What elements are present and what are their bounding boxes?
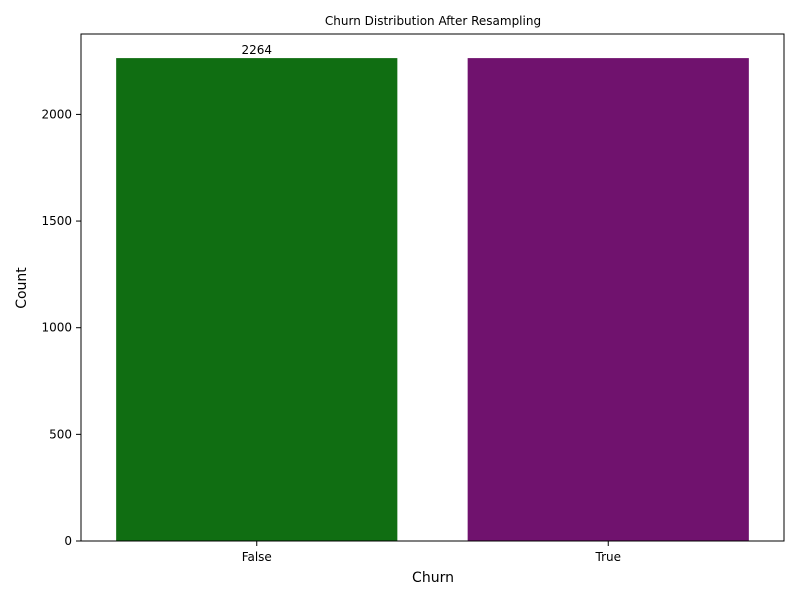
y-axis-title: Count [14,267,30,309]
bar-false [116,58,398,541]
bar-true [467,58,749,541]
x-tick-label: False [242,550,272,564]
y-tick-label: 0 [64,534,72,548]
y-tick-label: 1000 [41,321,72,335]
y-tick-label: 1500 [41,214,72,228]
data-label-false: 2264 [241,43,272,57]
plot-area: 2264 [116,43,749,541]
y-tick-label: 500 [49,427,72,441]
y-tick-label: 2000 [41,107,72,121]
x-tick-label: True [595,550,622,564]
x-axis: False True [242,541,621,564]
y-axis: 0 500 1000 1500 2000 [41,107,81,548]
x-axis-title: Churn [412,570,454,586]
chart-title: Churn Distribution After Resampling [325,14,541,28]
plot-frame [80,33,785,542]
